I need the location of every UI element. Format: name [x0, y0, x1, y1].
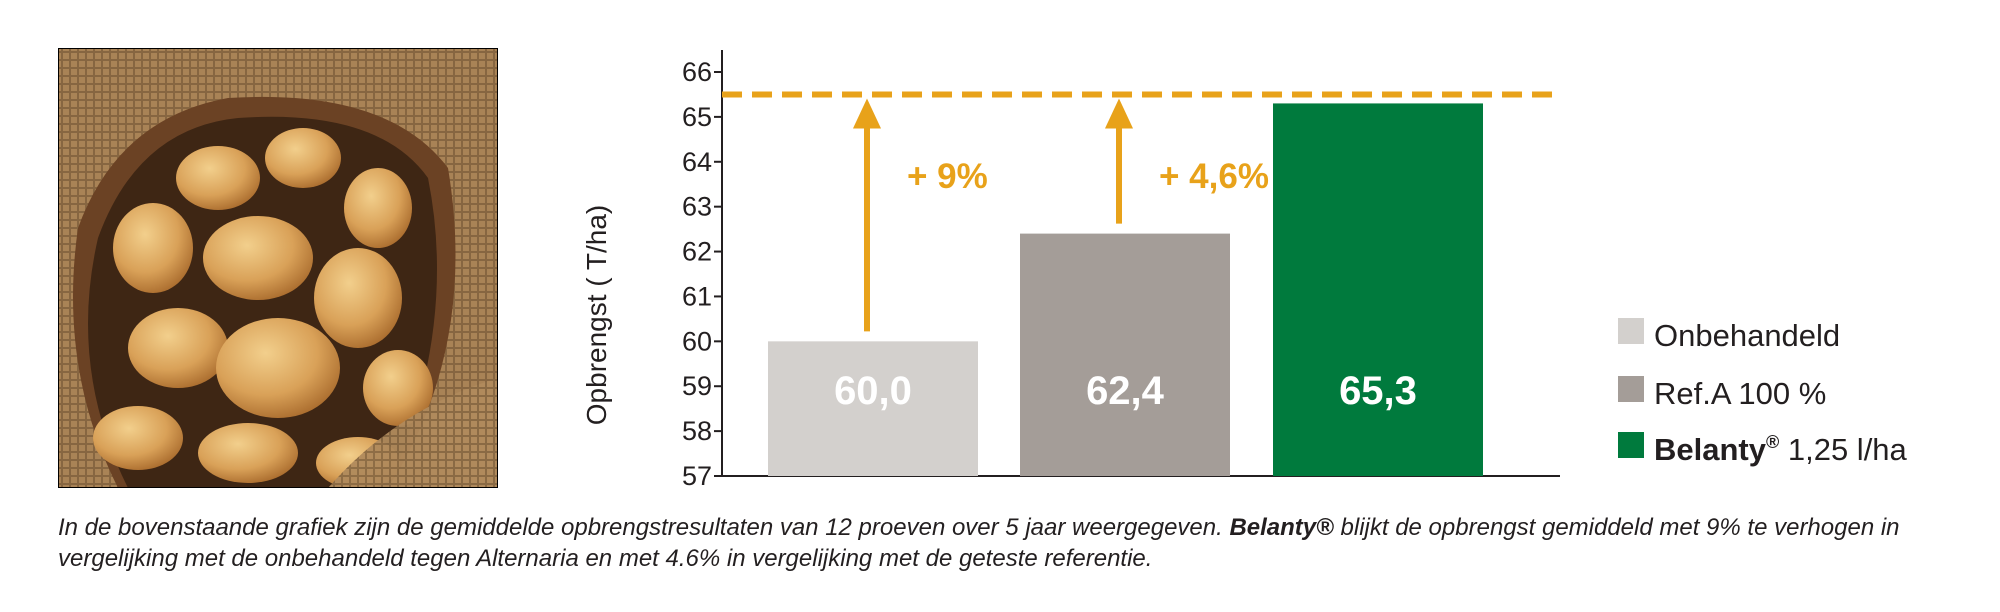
- y-tick-label-64: 64: [682, 147, 712, 177]
- y-tick-label-62: 62: [682, 237, 712, 267]
- legend-label-1: Onbehandeld: [1654, 318, 1840, 353]
- increase-label-2: + 4,6%: [1159, 157, 1269, 196]
- increase-arrow-head-1: [853, 98, 881, 129]
- potatoes-photo: [58, 48, 498, 489]
- caption-brand: Belanty®: [1229, 514, 1334, 541]
- y-tick-label-60: 60: [682, 326, 712, 356]
- caption-text-1: In de bovenstaande grafiek zijn de gemid…: [58, 514, 1230, 541]
- y-tick-label-63: 63: [682, 192, 712, 222]
- y-tick-label-66: 66: [682, 57, 712, 87]
- increase-label-1: + 9%: [907, 157, 988, 196]
- chart: Opbrengst ( T/ha) 57 58 59 60 61 62 63 64 65 66 6…: [581, 50, 1908, 491]
- bar-1: [768, 341, 978, 476]
- legend-label-3: Belanty® 1,25 l/ha: [1654, 432, 1908, 467]
- y-tick-label-61: 61: [682, 281, 712, 311]
- bar-value-label-2: 62,4: [1086, 369, 1165, 413]
- legend-swatch-2: [1618, 376, 1644, 402]
- y-tick-label-65: 65: [682, 102, 712, 132]
- y-tick-label-58: 58: [682, 416, 712, 446]
- bar-2: [1020, 233, 1230, 476]
- legend-swatch-3: [1618, 432, 1644, 458]
- bar-value-label-3: 65,3: [1339, 369, 1417, 413]
- y-axis-title: Opbrengst ( T/ha): [581, 205, 612, 425]
- y-tick-label-59: 59: [682, 371, 712, 401]
- bar-3: [1273, 103, 1483, 476]
- caption: In de bovenstaande grafiek zijn de gemid…: [58, 512, 1978, 574]
- bar-value-label-1: 60,0: [834, 369, 912, 413]
- y-tick-label-57: 57: [682, 461, 712, 491]
- legend-label-2: Ref.A 100 %: [1654, 376, 1826, 411]
- increase-arrow-head-2: [1105, 98, 1133, 129]
- caption-text-2: blijkt de opbrengst gemiddeld met 9% te …: [58, 514, 1900, 572]
- legend-swatch-1: [1618, 318, 1644, 344]
